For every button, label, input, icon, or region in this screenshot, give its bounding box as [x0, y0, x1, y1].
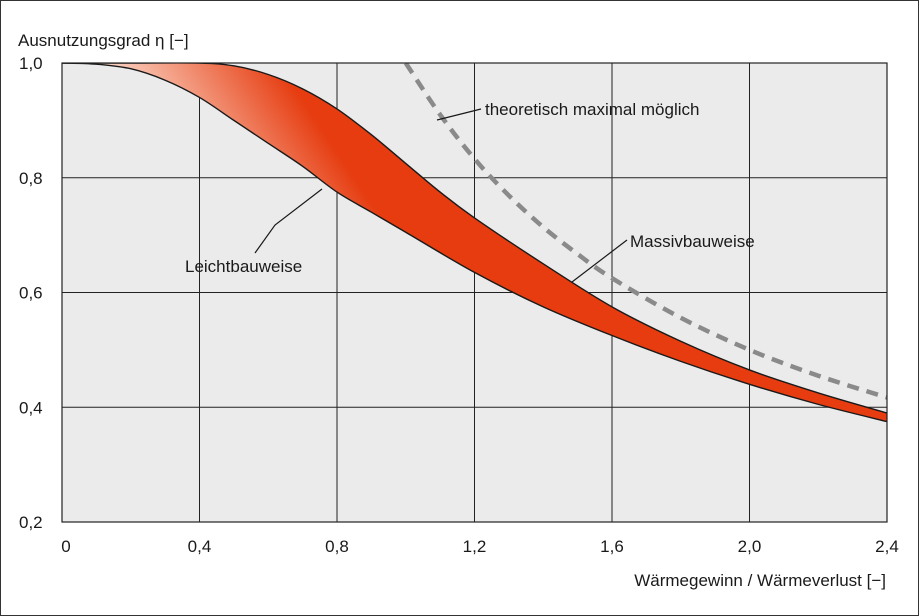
- y-tick-label-3: 0,4: [19, 398, 43, 417]
- y-tick-label-1: 0,8: [19, 169, 43, 188]
- band-area: [62, 63, 887, 422]
- x-axis-label: Wärmegewinn / Wärmeverlust [−]: [634, 571, 886, 590]
- x-tick-label-2: 0,8: [325, 537, 349, 556]
- x-tick-label-3: 1,2: [463, 537, 487, 556]
- x-tick-label-4: 1,6: [600, 537, 624, 556]
- y-tick-label-0: 1,0: [19, 54, 43, 73]
- y-axis-label: Ausnutzungsgrad η [−]: [18, 31, 189, 50]
- y-axis-ticks: 1,0 0,8 0,6 0,4 0,2: [19, 54, 43, 532]
- annotation-leichtbauweise: Leichtbauweise: [185, 188, 323, 276]
- annotation-label-leichtbauweise: Leichtbauweise: [185, 257, 302, 276]
- annotation-label-theoretisch: theoretisch maximal möglich: [485, 100, 699, 119]
- x-tick-label-5: 2,0: [738, 537, 762, 556]
- series-line-theoretisch-maximal: [403, 63, 887, 400]
- y-tick-label-2: 0,6: [19, 284, 43, 303]
- annotation-label-massivbauweise: Massivbauweise: [630, 232, 755, 251]
- annotation-leader-theoretisch: [436, 108, 482, 121]
- annotation-leader-leichtbauweise: [254, 188, 323, 254]
- x-tick-label-0: 0: [61, 537, 70, 556]
- series-line-leichtbauweise: [62, 63, 887, 423]
- plot-border: [61, 62, 888, 523]
- annotation-massivbauweise: Massivbauweise: [571, 232, 755, 283]
- annotation-leader-massivbauweise: [571, 239, 628, 283]
- y-tick-label-4: 0,2: [19, 513, 43, 532]
- annotation-theoretisch: theoretisch maximal möglich: [436, 100, 699, 121]
- x-axis-ticks: 0 0,4 0,8 1,2 1,6 2,0 2,4: [61, 537, 899, 556]
- x-tick-label-1: 0,4: [188, 537, 212, 556]
- series-line-massivbauweise: [62, 63, 887, 414]
- x-tick-label-6: 2,4: [875, 537, 899, 556]
